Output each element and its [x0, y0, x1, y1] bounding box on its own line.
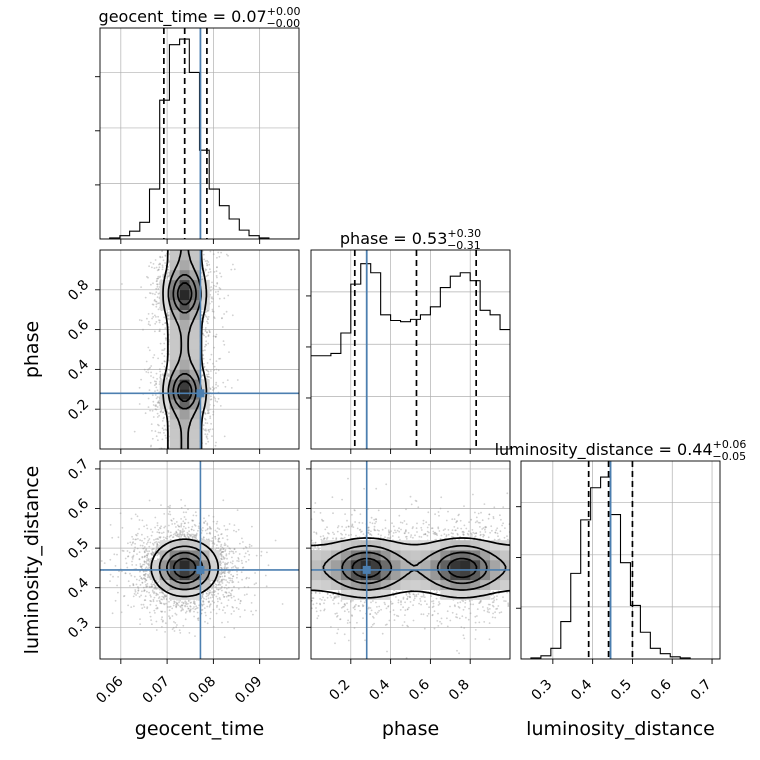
panel-border [99, 249, 300, 450]
x-tick-label: 0.2 [326, 677, 353, 704]
x-axis-label: geocent_time [135, 718, 264, 740]
y-tick-label: 0.8 [65, 277, 92, 304]
panel-border [310, 460, 511, 660]
x-axis-label: phase [382, 718, 439, 740]
truth-marker [196, 565, 205, 574]
y-tick-label: 0.4 [65, 357, 92, 384]
contour-line [172, 557, 197, 579]
contour-line [162, 250, 208, 449]
panel-title: phase = 0.53+0.30 −0.31 [340, 227, 481, 252]
title-sup: +0.00 [267, 5, 301, 18]
histogram-step-line [100, 38, 299, 239]
y-tick-label: 0.2 [65, 396, 92, 423]
histogram-geocent_time [100, 28, 299, 239]
title-main: phase = 0.53 [340, 229, 447, 248]
contour-line [172, 273, 197, 410]
contour-line [176, 282, 193, 403]
panel-border [99, 27, 300, 240]
y-tick-label: 0.4 [65, 575, 92, 602]
title-sub: −0.05 [712, 450, 746, 463]
histogram-step-line [521, 476, 720, 659]
x-tick-label: 0.8 [446, 677, 473, 704]
title-sup: +0.06 [713, 438, 747, 451]
contour-line [166, 551, 204, 584]
y-tick-label: 0.6 [65, 496, 92, 523]
x-tick-label: 0.5 [608, 677, 635, 704]
histogram-phase [311, 250, 510, 449]
title-main: geocent_time = 0.07 [99, 7, 267, 27]
x-tick-label: 0.4 [568, 677, 595, 704]
title-sup: +0.30 [447, 227, 481, 240]
x-tick-label: 0.6 [406, 677, 433, 704]
panel-border [520, 460, 721, 660]
title-sub: −0.31 [447, 239, 481, 252]
panel-border [310, 249, 511, 450]
y-axis-label: luminosity_distance [21, 466, 43, 655]
x-tick-label: 0.6 [648, 677, 675, 704]
panel-title: geocent_time = 0.07+0.00 −0.00 [99, 5, 301, 30]
y-tick-label: 0.6 [65, 317, 92, 344]
x-tick-label: 0.08 [186, 673, 219, 706]
contour-line [341, 551, 488, 585]
panel-border [99, 460, 300, 660]
contour-line [150, 538, 220, 598]
y-tick-label: 0.5 [65, 535, 92, 562]
contour-line [351, 557, 478, 579]
density-phase-luminosity_distance [311, 461, 510, 659]
y-tick-label: 0.7 [65, 456, 92, 483]
histogram-luminosity_distance [521, 461, 720, 659]
density-geocent_time-luminosity_distance [100, 461, 299, 659]
y-tick-label: 0.3 [65, 614, 92, 641]
truth-marker [362, 565, 371, 574]
x-tick-label: 0.7 [688, 677, 715, 704]
density-geocent_time-phase [100, 250, 299, 449]
x-tick-label: 0.09 [232, 673, 265, 706]
x-tick-label: 0.07 [140, 673, 173, 706]
contour-line [311, 537, 510, 599]
truth-marker [196, 389, 205, 398]
contour-line [167, 250, 202, 449]
y-axis-label: phase [21, 321, 43, 378]
panel-title: luminosity_distance = 0.44+0.06 −0.05 [495, 438, 747, 463]
title-main: luminosity_distance = 0.44 [495, 440, 713, 460]
x-tick-label: 0.06 [93, 673, 126, 706]
x-tick-label: 0.4 [366, 677, 393, 704]
x-tick-label: 0.3 [528, 677, 555, 704]
title-sub: −0.00 [266, 17, 300, 30]
x-axis-label: luminosity_distance [526, 718, 715, 740]
